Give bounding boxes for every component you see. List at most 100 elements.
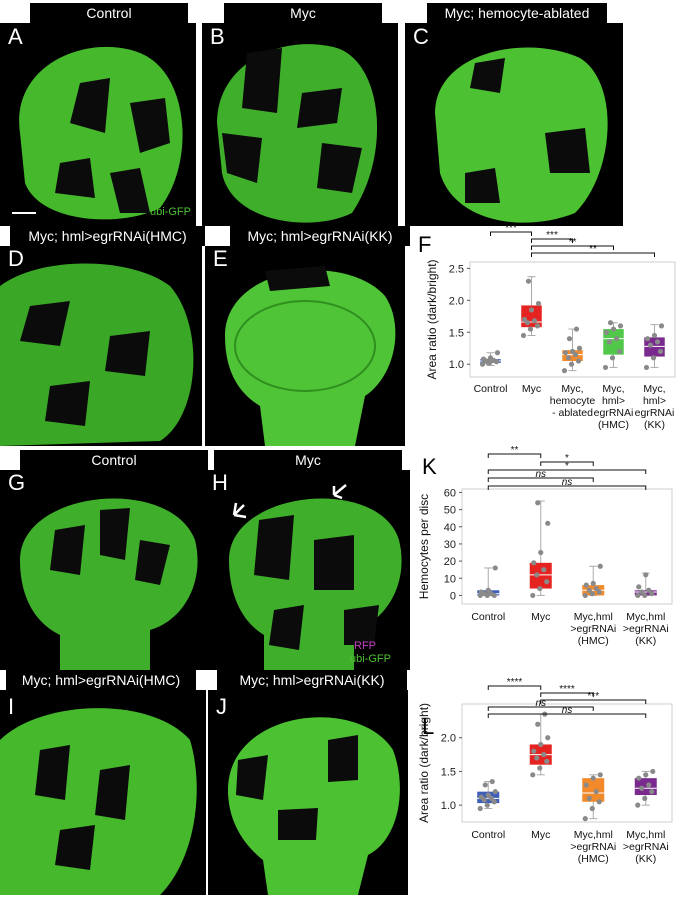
significance-bracket: [487, 485, 647, 490]
y-tick-label: 60: [444, 487, 456, 499]
x-tick-label: egrRNAi: [635, 407, 675, 419]
box: [582, 778, 605, 802]
panel-letter-e: E: [213, 246, 228, 271]
data-point: [593, 789, 599, 795]
significance-bracket: [487, 706, 594, 711]
data-point: [537, 765, 543, 771]
significance-label: ns: [562, 705, 573, 716]
significance-label: ns: [535, 698, 546, 709]
data-point: [535, 300, 542, 307]
box: [603, 329, 624, 355]
data-point: [531, 318, 538, 324]
panel-letter-k: K: [422, 454, 437, 479]
data-point: [583, 782, 589, 788]
data-point: [575, 358, 582, 364]
plot-frame: [461, 703, 673, 823]
y-tick-label: 2.5: [449, 263, 464, 275]
x-tick-label: Myc,hml: [574, 829, 613, 841]
data-point: [589, 805, 595, 812]
data-point: [545, 520, 551, 526]
x-tick-label: (HMC): [578, 853, 609, 865]
y-tick-label: 10: [444, 573, 456, 585]
data-point: [537, 585, 543, 592]
data-point: [489, 778, 495, 785]
data-point: [531, 560, 537, 566]
data-point: [482, 782, 488, 788]
data-point: [562, 350, 569, 356]
significance-bracket: [487, 685, 542, 690]
data-point: [586, 795, 592, 801]
data-point: [544, 758, 550, 764]
x-tick-label: Myc,hml: [626, 829, 665, 841]
wing-disc-image: [0, 708, 197, 895]
data-point: [649, 591, 655, 597]
data-point: [491, 799, 497, 805]
significance-label: ns: [535, 469, 546, 480]
panel-j-image: [208, 690, 408, 895]
significance-bracket: [490, 231, 532, 236]
panel-j-title: Myc; hml>egrRNAi(KK): [217, 670, 407, 690]
y-tick-label: 30: [444, 539, 456, 551]
significance-bracket: [531, 245, 614, 250]
panel-letter-l: L: [422, 714, 435, 739]
data-point: [492, 789, 498, 795]
data-point: [636, 584, 642, 590]
x-tick-label: Control: [471, 611, 505, 623]
y-tick-label: 50: [444, 505, 456, 517]
panel-c-title: Myc; hemocyte-ablated: [427, 3, 607, 23]
panel-letter-j: J: [216, 694, 227, 719]
data-point: [566, 336, 573, 342]
y-tick-label: 1.5: [441, 766, 456, 778]
data-point: [654, 339, 661, 345]
x-tick-label: Myc: [522, 383, 541, 395]
box: [634, 590, 657, 596]
data-point: [538, 741, 544, 748]
y-tick-label: 2.0: [449, 295, 464, 307]
panel-e-title: Myc; hml>egrRNAi(KK): [230, 226, 410, 246]
data-point: [485, 792, 491, 798]
x-tick-label: - ablated: [552, 407, 593, 419]
significance-label: *: [565, 461, 569, 472]
data-point: [582, 592, 588, 599]
data-point: [534, 572, 540, 578]
data-point: [586, 587, 592, 593]
data-point: [658, 323, 665, 329]
data-point: [480, 356, 487, 362]
data-point: [602, 364, 609, 371]
data-point: [635, 802, 641, 808]
data-point: [613, 336, 620, 342]
significance-bracket: [540, 699, 647, 704]
data-point: [541, 567, 547, 573]
arrow-icon: [332, 484, 347, 500]
x-tick-label: hemocyte: [550, 395, 596, 407]
panel-letter-i: I: [8, 694, 15, 719]
data-point: [649, 789, 655, 795]
panel-h-title: Myc: [214, 450, 402, 470]
significance-label: ns: [562, 477, 573, 488]
data-point: [650, 768, 656, 775]
data-point: [488, 795, 494, 801]
wing-disc-image: [228, 717, 400, 895]
data-point: [545, 735, 551, 741]
data-point: [635, 592, 641, 599]
panel-h-image: RFP ubi-GFP: [204, 470, 410, 670]
x-tick-label: (KK): [635, 853, 656, 865]
box: [562, 350, 583, 362]
data-point: [479, 361, 486, 367]
data-point: [597, 563, 603, 569]
wing-disc-image: [229, 484, 402, 670]
data-point: [565, 355, 572, 361]
data-point: [590, 775, 596, 781]
data-point: [651, 332, 658, 339]
x-tick-label: Myc,: [561, 383, 583, 395]
data-point: [484, 359, 491, 365]
x-tick-label: >egrRNAi: [623, 623, 669, 635]
y-tick-label: 2.0: [441, 733, 456, 745]
x-tick-label: >egrRNAi: [570, 623, 616, 635]
wing-disc-image: [0, 263, 194, 446]
y-axis-label: Area ratio (dark/bright): [417, 703, 431, 823]
data-point: [538, 549, 544, 556]
data-point: [650, 355, 657, 361]
data-point: [477, 805, 483, 812]
plot-frame: [461, 488, 673, 605]
